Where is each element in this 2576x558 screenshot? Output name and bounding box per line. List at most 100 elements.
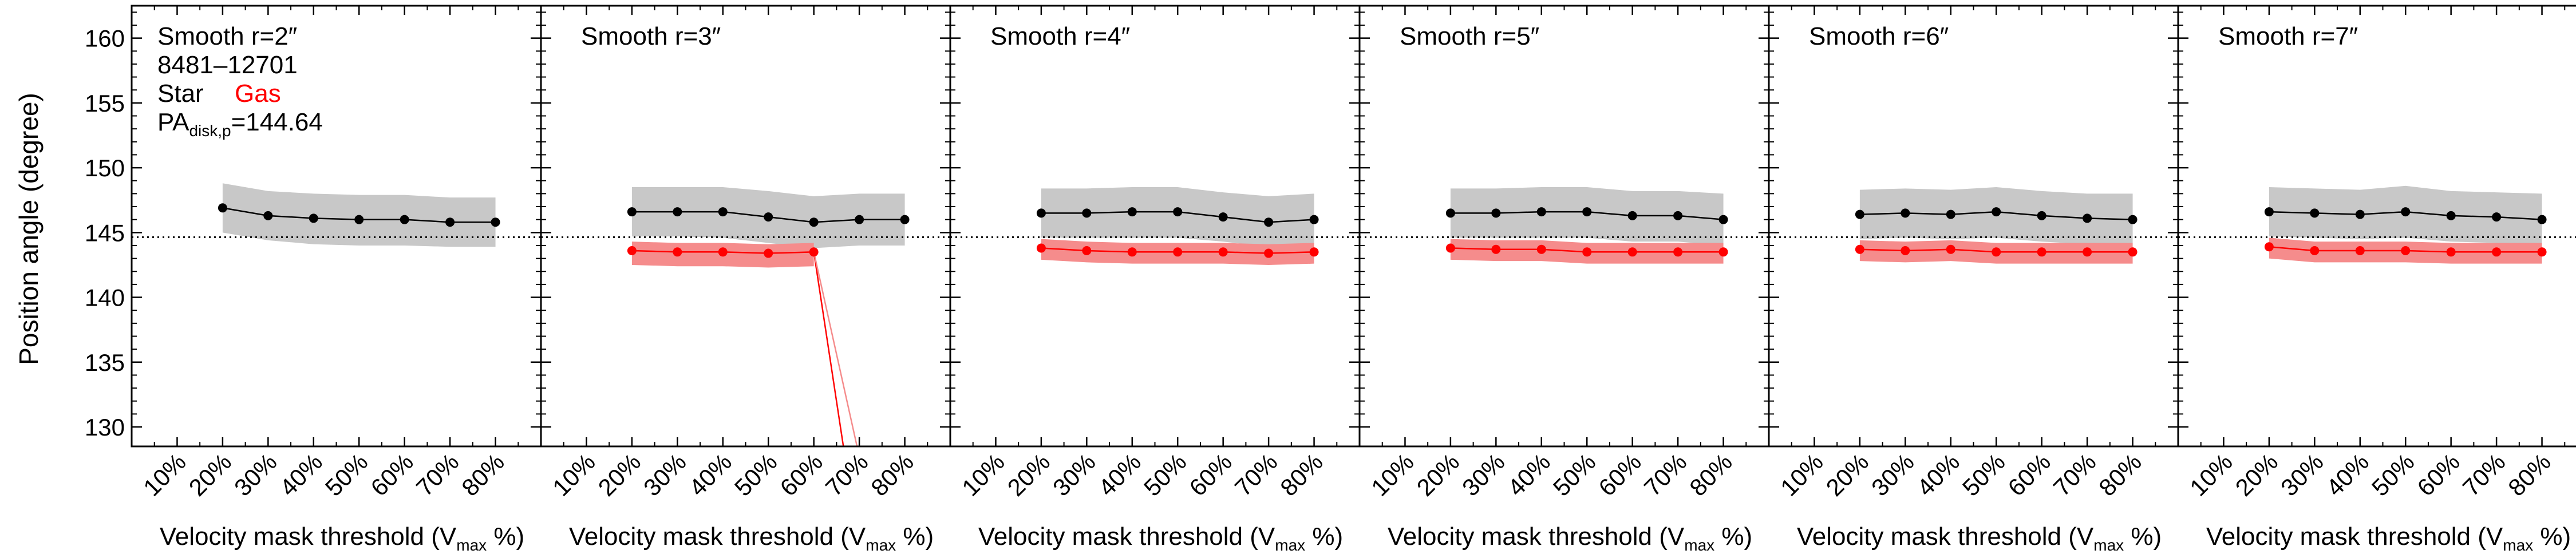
- x-tick-label: 40%: [1911, 448, 1965, 501]
- x-tick-label: 20%: [184, 448, 237, 501]
- star-uncertainty-band: [1041, 187, 1314, 247]
- gas-point: [1901, 246, 1910, 256]
- gas-point: [1855, 244, 1864, 254]
- panel-title: Smooth r=7″: [2218, 22, 2358, 50]
- star-point: [1673, 211, 1683, 220]
- star-point: [1946, 209, 1955, 219]
- plot-area: [541, 187, 950, 446]
- x-tick-label: 30%: [638, 448, 692, 501]
- gas-point: [1036, 243, 1046, 253]
- star-point: [1036, 208, 1046, 218]
- x-tick-label: 30%: [1457, 448, 1510, 501]
- star-point: [1309, 215, 1319, 224]
- gas-point: [1082, 246, 1092, 256]
- gas-point: [1309, 247, 1319, 257]
- star-point: [1901, 208, 1910, 218]
- plot-area: [1769, 187, 2178, 264]
- gas-point: [764, 248, 773, 258]
- gas-point: [2401, 246, 2411, 256]
- star-point: [1264, 217, 1274, 227]
- x-tick-label: 70%: [2458, 448, 2511, 501]
- gas-point: [1218, 247, 1228, 257]
- star-point: [2264, 207, 2274, 217]
- panel-6: 10%20%30%40%50%60%70%80% Smooth r=7″ Veloc…: [2177, 5, 2576, 554]
- gas-point: [673, 247, 682, 257]
- x-tick-label: 70%: [411, 448, 464, 501]
- y-axis-label: Position angle (degree): [14, 93, 44, 365]
- x-axis-label: Velocity mask threshold (Vmax %): [160, 523, 524, 554]
- x-axis-label: Velocity mask threshold (Vmax %): [2206, 523, 2571, 554]
- y-tick-label: 160: [85, 25, 125, 52]
- x-tick-label: 40%: [1502, 448, 1555, 501]
- gas-point: [2492, 247, 2502, 257]
- star-point: [1127, 207, 1137, 217]
- x-axis-label: Velocity mask threshold (Vmax %): [978, 523, 1343, 554]
- x-tick-label: 10%: [547, 448, 600, 501]
- panel-2: 10%20%30%40%50%60%70%80% Smooth r=3″ Veloc…: [540, 5, 951, 554]
- x-tick-label: 50%: [320, 448, 373, 501]
- star-point: [2492, 212, 2502, 222]
- gas-outlier-line: [813, 252, 844, 446]
- gas-point: [2083, 247, 2092, 257]
- x-tick-label: 60%: [775, 448, 828, 501]
- gas-point: [1582, 247, 1592, 257]
- x-tick-label: 50%: [2366, 448, 2420, 501]
- x-tick-label: 40%: [2321, 448, 2374, 501]
- legend-gas-label: Gas: [235, 80, 281, 108]
- x-tick-label: 30%: [1866, 448, 1919, 501]
- gas-point: [1173, 247, 1183, 257]
- x-axis-label: Velocity mask threshold (Vmax %): [569, 523, 934, 554]
- panel-title: Smooth r=3″: [581, 22, 721, 50]
- x-tick-label: 60%: [365, 448, 418, 501]
- x-tick-label: 80%: [2503, 448, 2556, 501]
- gas-point: [627, 246, 637, 256]
- star-point: [491, 217, 500, 227]
- gas-point: [1536, 244, 1546, 254]
- star-point: [900, 215, 910, 224]
- star-point: [718, 207, 728, 217]
- star-point: [2128, 215, 2138, 224]
- y-tick-label: 150: [85, 155, 125, 181]
- x-tick-label: 60%: [1184, 448, 1237, 501]
- legend-star-label: Star: [157, 80, 204, 108]
- x-tick-label: 30%: [229, 448, 282, 501]
- gas-point: [2355, 246, 2365, 256]
- x-tick-label: 40%: [683, 448, 737, 501]
- star-point: [855, 215, 864, 224]
- panel-title: Smooth r=5″: [1400, 22, 1539, 50]
- x-tick-label: 70%: [820, 448, 874, 501]
- star-point: [1536, 207, 1546, 217]
- star-point: [764, 212, 773, 222]
- star-point: [2537, 215, 2547, 224]
- star-point: [1855, 209, 1864, 219]
- star-point: [2037, 211, 2046, 220]
- x-tick-label: 50%: [729, 448, 783, 501]
- x-tick-label: 10%: [138, 448, 191, 501]
- gas-point: [1673, 247, 1683, 257]
- star-point: [673, 207, 682, 217]
- star-point: [1491, 208, 1501, 218]
- star-point: [2310, 208, 2320, 218]
- x-tick-label: 10%: [1775, 448, 1828, 501]
- star-point: [309, 213, 318, 223]
- x-tick-label: 20%: [1821, 448, 1874, 501]
- gas-outlier-band-edge: [813, 252, 858, 446]
- x-tick-label: 10%: [957, 448, 1010, 501]
- x-tick-label: 80%: [1684, 448, 1737, 501]
- gas-point: [2310, 246, 2320, 256]
- gas-point: [2264, 242, 2274, 252]
- star-point: [1582, 207, 1592, 217]
- star-point: [263, 211, 273, 220]
- star-point: [1627, 211, 1637, 220]
- x-tick-label: 60%: [2412, 448, 2465, 501]
- panel-title: Smooth r=6″: [1809, 22, 1949, 50]
- gas-point: [2128, 247, 2138, 257]
- x-tick-label: 20%: [2230, 448, 2283, 501]
- x-tick-label: 40%: [274, 448, 327, 501]
- x-tick-label: 30%: [1048, 448, 1101, 501]
- x-tick-label: 60%: [2002, 448, 2056, 501]
- star-point: [354, 215, 364, 224]
- star-point: [1173, 207, 1183, 217]
- y-tick-label: 145: [85, 219, 125, 246]
- x-tick-label: 30%: [2275, 448, 2329, 501]
